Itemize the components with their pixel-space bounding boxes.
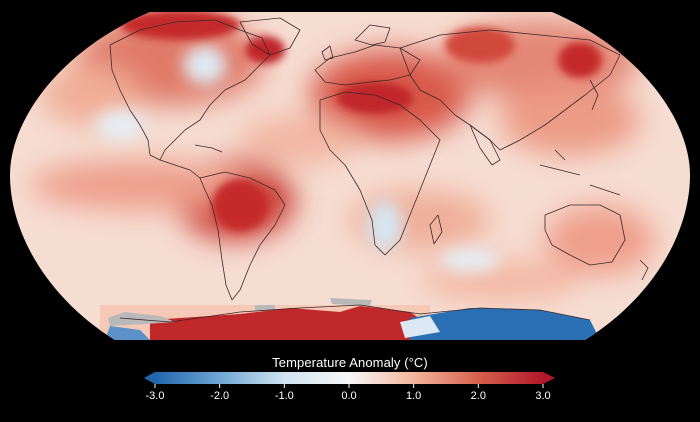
antarctic-band — [100, 298, 600, 340]
colorbar-tick-label: -1.0 — [274, 390, 294, 402]
colorbar-tick-label: 2.0 — [470, 390, 486, 402]
colorbar-cold-arrow — [144, 372, 155, 384]
coastlines — [109, 17, 649, 323]
world-map — [10, 12, 690, 340]
colorbar-tick-label: -3.0 — [145, 390, 165, 402]
legend-title: Temperature Anomaly (°C) — [272, 355, 428, 370]
colorbar-tick-label: -2.0 — [210, 390, 230, 402]
cool-anomaly-fields — [95, 45, 500, 272]
globe — [10, 12, 690, 340]
colorbar-svg — [144, 372, 555, 388]
hot-spots — [120, 12, 602, 231]
colorbar-ticks — [154, 384, 544, 388]
map-svg — [10, 12, 690, 340]
colorbar-legend: Temperature Anomaly (°C) -3.0 -2.0 -1.0 0.0… — [0, 350, 700, 422]
colorbar-gradient — [155, 372, 543, 384]
colorbar-tick-label: 0.0 — [341, 390, 357, 402]
colorbar-tick-label: 3.0 — [535, 390, 551, 402]
colorbar-tick-label: 1.0 — [406, 390, 422, 402]
colorbar-warm-arrow — [543, 372, 555, 384]
